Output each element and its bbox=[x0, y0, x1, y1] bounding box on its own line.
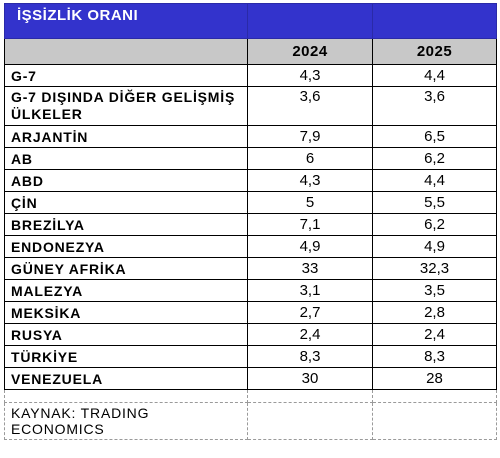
country-name-cell: ENDONEZYA bbox=[4, 235, 248, 258]
table-row: TÜRKİYE 8,3 8,3 bbox=[4, 345, 497, 368]
value-2024-cell: 7,9 bbox=[247, 125, 373, 148]
country-name-cell: ABD bbox=[4, 169, 248, 192]
value-2025-cell: 4,4 bbox=[372, 169, 497, 192]
value-2025-cell: 2,4 bbox=[372, 323, 497, 346]
title-blank-cell bbox=[372, 3, 497, 39]
source-blank-cell bbox=[247, 402, 373, 440]
table-row: RUSYA 2,4 2,4 bbox=[4, 323, 497, 346]
country-name-cell: MALEZYA bbox=[4, 279, 248, 302]
value-2024-cell: 2,4 bbox=[247, 323, 373, 346]
table-row: G-7 4,3 4,4 bbox=[4, 64, 497, 87]
value-2025-cell: 2,8 bbox=[372, 301, 497, 324]
value-2025-cell: 4,9 bbox=[372, 235, 497, 258]
value-2024-cell: 5 bbox=[247, 191, 373, 214]
table-row: ÇİN 5 5,5 bbox=[4, 191, 497, 214]
value-2024-cell: 2,7 bbox=[247, 301, 373, 324]
spacer-cell bbox=[4, 389, 248, 403]
title-row: İŞSİZLİK ORANI bbox=[4, 3, 497, 39]
value-2024-cell: 3,1 bbox=[247, 279, 373, 302]
header-row: 2024 2025 bbox=[4, 38, 497, 65]
value-2024-cell: 4,9 bbox=[247, 235, 373, 258]
column-header-2024: 2024 bbox=[247, 38, 373, 65]
table-row: G-7 DIŞINDA DİĞER GELİŞMİŞ ÜLKELER 3,6 3,6 bbox=[4, 86, 497, 126]
value-2024-cell: 4,3 bbox=[247, 64, 373, 87]
spacer-cell bbox=[372, 389, 497, 403]
country-name-cell: AB bbox=[4, 147, 248, 170]
value-2024-cell: 3,6 bbox=[247, 86, 373, 126]
table-row: ENDONEZYA 4,9 4,9 bbox=[4, 235, 497, 258]
table-row: ABD 4,3 4,4 bbox=[4, 169, 497, 192]
country-name-cell: G-7 DIŞINDA DİĞER GELİŞMİŞ ÜLKELER bbox=[4, 86, 248, 126]
value-2025-cell: 6,5 bbox=[372, 125, 497, 148]
value-2025-cell: 3,5 bbox=[372, 279, 497, 302]
table-title: İŞSİZLİK ORANI bbox=[4, 3, 248, 39]
unemployment-table-container: İŞSİZLİK ORANI 2024 2025 G-7 4,3 4,4 G-7 DI… bbox=[4, 3, 497, 440]
source-row: KAYNAK: TRADING ECONOMICS bbox=[4, 402, 497, 440]
country-name-cell: G-7 bbox=[4, 64, 248, 87]
value-2024-cell: 8,3 bbox=[247, 345, 373, 368]
value-2024-cell: 33 bbox=[247, 257, 373, 280]
country-name-cell: VENEZUELA bbox=[4, 367, 248, 390]
column-header-2025: 2025 bbox=[372, 38, 497, 65]
unemployment-table: İŞSİZLİK ORANI 2024 2025 G-7 4,3 4,4 G-7 DI… bbox=[4, 3, 497, 440]
source-blank-cell bbox=[372, 402, 497, 440]
country-name-cell: BREZİLYA bbox=[4, 213, 248, 236]
table-row: GÜNEY AFRİKA 33 32,3 bbox=[4, 257, 497, 280]
value-2025-cell: 5,5 bbox=[372, 191, 497, 214]
value-2025-cell: 8,3 bbox=[372, 345, 497, 368]
value-2025-cell: 6,2 bbox=[372, 147, 497, 170]
table-row: MALEZYA 3,1 3,5 bbox=[4, 279, 497, 302]
table-row: ARJANTİN 7,9 6,5 bbox=[4, 125, 497, 148]
spacer-cell bbox=[247, 389, 373, 403]
value-2024-cell: 6 bbox=[247, 147, 373, 170]
value-2024-cell: 30 bbox=[247, 367, 373, 390]
country-name-cell: MEKSİKA bbox=[4, 301, 248, 324]
value-2025-cell: 4,4 bbox=[372, 64, 497, 87]
header-blank-cell bbox=[4, 38, 248, 65]
table-row: AB 6 6,2 bbox=[4, 147, 497, 170]
value-2025-cell: 6,2 bbox=[372, 213, 497, 236]
table-body: İŞSİZLİK ORANI 2024 2025 G-7 4,3 4,4 G-7 DI… bbox=[4, 3, 497, 440]
country-name-cell: ÇİN bbox=[4, 191, 248, 214]
value-2024-cell: 4,3 bbox=[247, 169, 373, 192]
country-name-cell: TÜRKİYE bbox=[4, 345, 248, 368]
country-name-cell: GÜNEY AFRİKA bbox=[4, 257, 248, 280]
table-row: BREZİLYA 7,1 6,2 bbox=[4, 213, 497, 236]
spacer-row bbox=[4, 389, 497, 403]
value-2025-cell: 28 bbox=[372, 367, 497, 390]
country-name-cell: RUSYA bbox=[4, 323, 248, 346]
table-row: MEKSİKA 2,7 2,8 bbox=[4, 301, 497, 324]
value-2025-cell: 32,3 bbox=[372, 257, 497, 280]
country-name-cell: ARJANTİN bbox=[4, 125, 248, 148]
value-2025-cell: 3,6 bbox=[372, 86, 497, 126]
value-2024-cell: 7,1 bbox=[247, 213, 373, 236]
source-note: KAYNAK: TRADING ECONOMICS bbox=[4, 402, 248, 440]
title-blank-cell bbox=[247, 3, 373, 39]
table-row: VENEZUELA 30 28 bbox=[4, 367, 497, 390]
